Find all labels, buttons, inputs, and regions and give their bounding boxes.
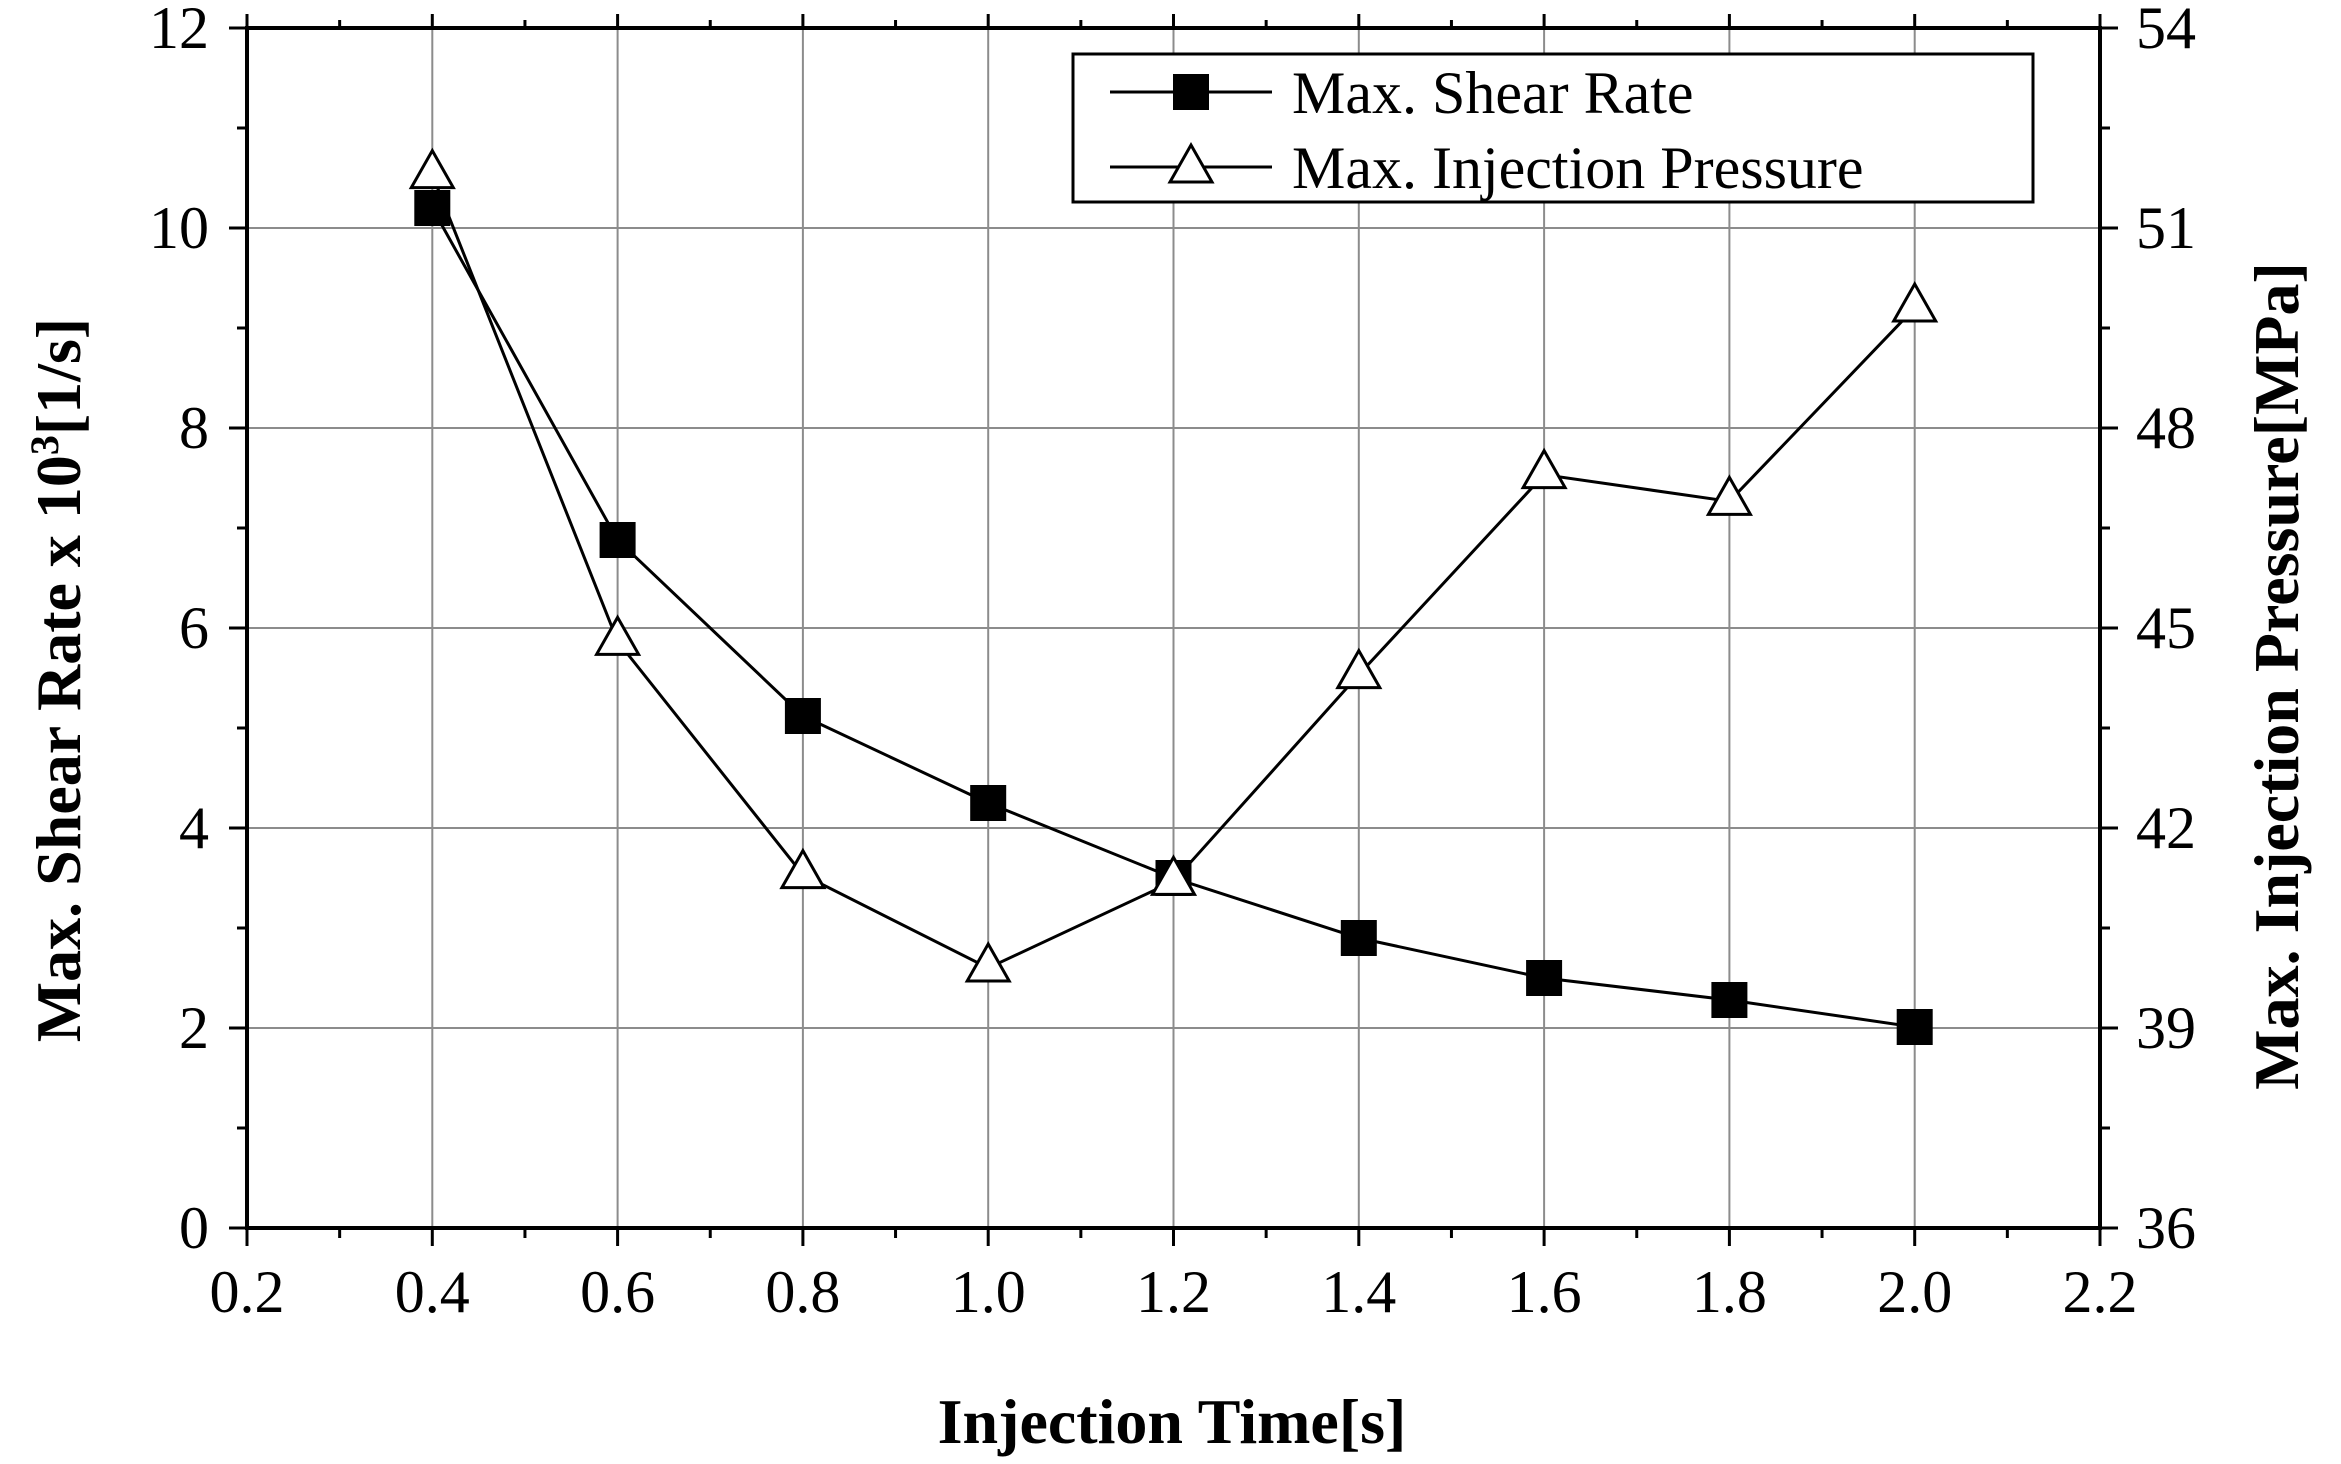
y-axis-right-title: Max. Injection Pressure[MPa] [2241, 262, 2312, 1090]
legend-label-shear-rate: Max. Shear Rate [1292, 60, 1694, 126]
y-right-tick-label: 39 [2136, 995, 2196, 1061]
x-tick-label: 0.6 [580, 1259, 655, 1325]
legend-label-pressure: Max. Injection Pressure [1292, 135, 1864, 201]
x-tick-label: 2.2 [2063, 1259, 2138, 1325]
y-left-tick-label: 2 [179, 995, 209, 1061]
y-axis-left-title: Max. Shear Rate x 103[1/s] [22, 318, 95, 1043]
y-left-tick-label: 8 [179, 395, 209, 461]
x-tick-label: 1.6 [1507, 1259, 1582, 1325]
data-point-injection-pressure [1149, 854, 1198, 896]
x-tick-label: 1.4 [1321, 1259, 1396, 1325]
data-point-shear-rate [1340, 920, 1377, 956]
x-axis-title: Injection Time[s] [938, 1386, 1407, 1457]
data-point-shear-rate [970, 785, 1007, 821]
y-axis-left-title-unit: [1/s] [23, 318, 94, 435]
legend-marker-pressure [1167, 141, 1215, 184]
y-left-tick-label: 0 [179, 1195, 209, 1261]
data-point-injection-pressure [1520, 447, 1568, 490]
data-point-injection-pressure [1335, 647, 1383, 690]
legend: Max. Shear Rate Max. Injection Pressure [1071, 52, 2035, 204]
y-left-tick-label: 10 [149, 195, 209, 261]
x-tick-label: 0.4 [395, 1259, 470, 1325]
data-point-injection-pressure [1705, 474, 1753, 516]
data-point-injection-pressure [1891, 280, 1939, 323]
legend-marker-shear-rate [1173, 74, 1209, 110]
y-right-tick-label: 36 [2136, 1195, 2196, 1261]
x-tick-label: 1.2 [1136, 1259, 1211, 1325]
y-axis-left-title-main: Max. Shear Rate x 10 [23, 455, 94, 1042]
y-left-tick-label: 6 [179, 595, 209, 661]
y-left-tick-label: 4 [179, 795, 209, 861]
data-point-shear-rate [1896, 1009, 1933, 1045]
tick-labels: 0.2 0.4 0.6 0.8 1.0 1.2 1.4 1.6 1.8 2.0 2.2 0 2 4 6 8 10… [149, 0, 2196, 1325]
x-tick-label: 0.8 [765, 1259, 840, 1325]
grid [247, 28, 2100, 1228]
data-point-injection-pressure [964, 940, 1012, 983]
data-point-shear-rate [784, 698, 821, 734]
data-point-shear-rate [599, 522, 636, 558]
y-right-tick-label: 54 [2136, 0, 2196, 61]
axis-ticks [229, 14, 2118, 1246]
y-right-tick-label: 42 [2136, 795, 2196, 861]
data-point-injection-pressure [594, 614, 642, 656]
y-right-tick-label: 51 [2136, 195, 2196, 261]
plot-frame [245, 26, 2102, 1230]
x-tick-label: 2.0 [1877, 1259, 1952, 1325]
y-axis-left-title-exponent: 3 [22, 435, 67, 455]
data-point-shear-rate [1526, 960, 1563, 996]
legend-box [1071, 52, 2035, 204]
data-point-shear-rate [1711, 982, 1748, 1018]
data-point-injection-pressure [408, 147, 456, 190]
series-layer [408, 147, 1939, 1045]
x-tick-label: 1.0 [951, 1259, 1026, 1325]
x-tick-label: 0.2 [210, 1259, 285, 1325]
y-right-tick-label: 48 [2136, 395, 2196, 461]
data-point-injection-pressure [779, 847, 827, 890]
y-right-tick-label: 45 [2136, 595, 2196, 661]
y-left-tick-label: 12 [149, 0, 209, 61]
x-tick-label: 1.8 [1692, 1259, 1767, 1325]
